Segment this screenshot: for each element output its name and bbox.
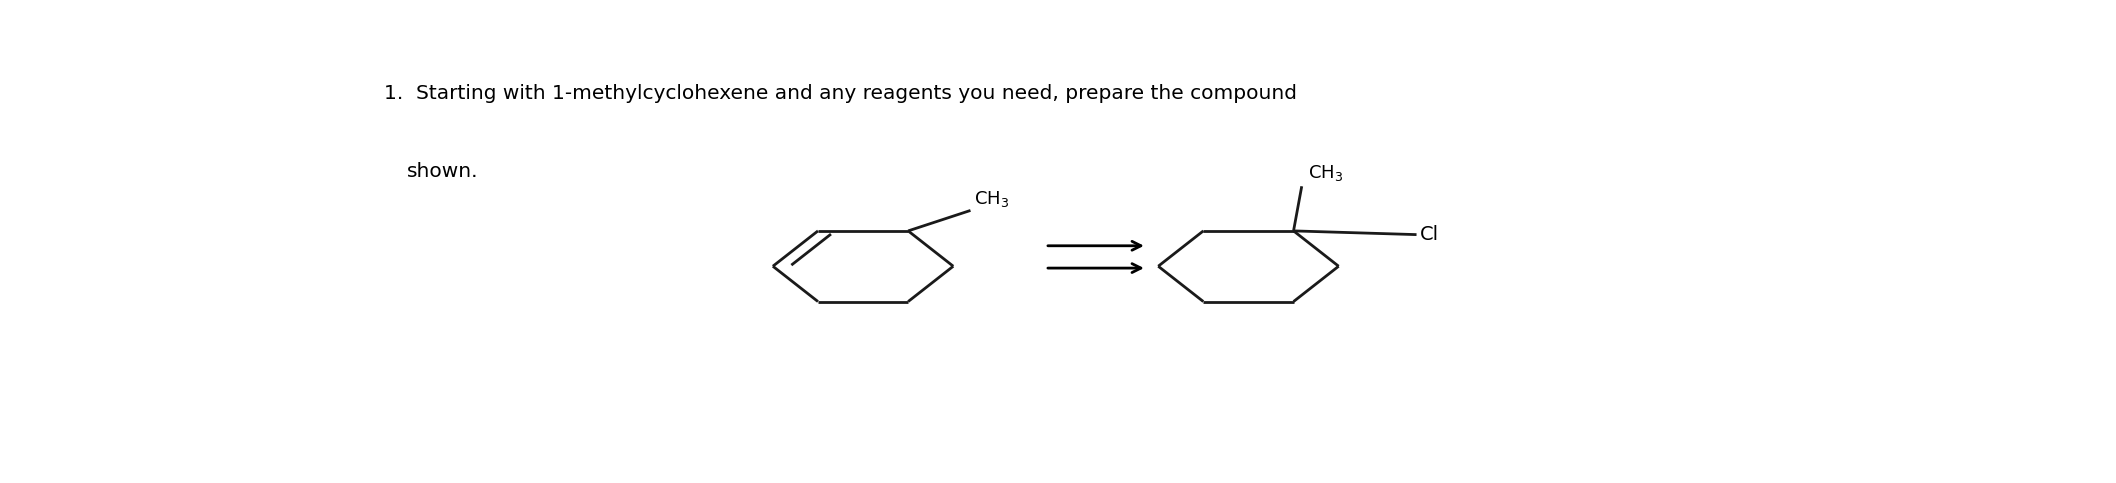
Text: CH$_3$: CH$_3$ <box>973 188 1009 209</box>
Text: Cl: Cl <box>1420 225 1439 244</box>
Text: shown.: shown. <box>406 162 478 181</box>
Text: CH$_3$: CH$_3$ <box>1308 163 1344 183</box>
Text: 1.  Starting with 1-methylcyclohexene and any reagents you need, prepare the com: 1. Starting with 1-methylcyclohexene and… <box>385 84 1297 103</box>
